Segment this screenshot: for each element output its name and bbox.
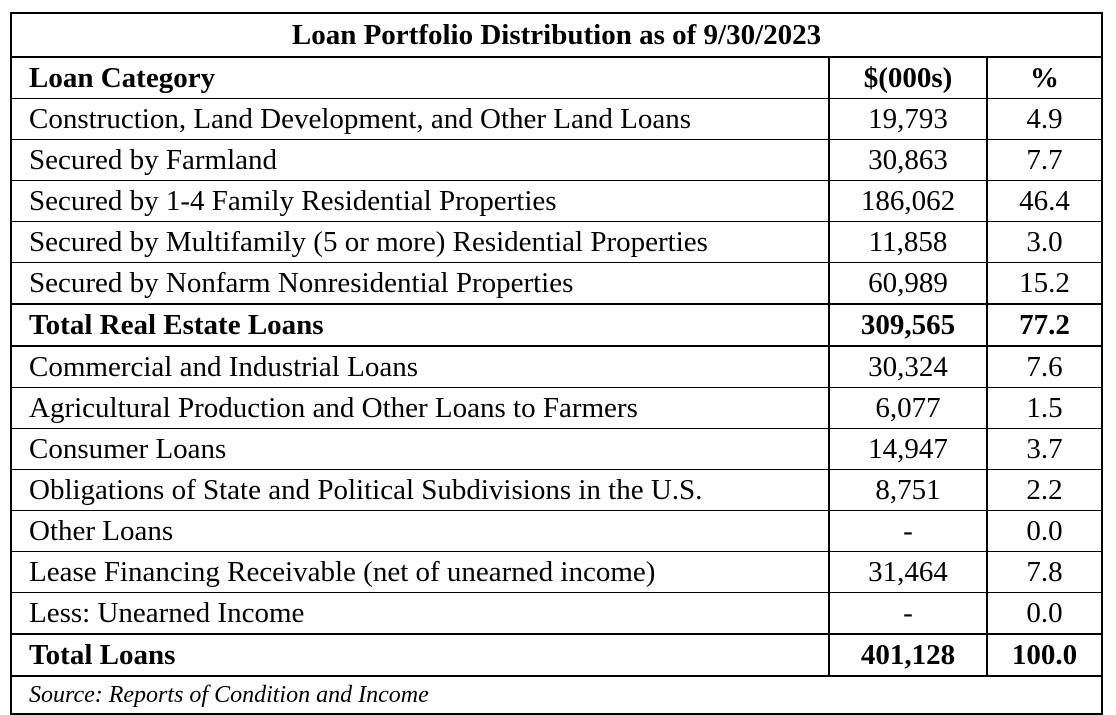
row-percent: 0.0 bbox=[986, 592, 1101, 634]
row-percent: 1.5 bbox=[986, 387, 1101, 429]
header-percent: % bbox=[986, 56, 1101, 99]
total-row: Total Loans 401,128 100.0 bbox=[12, 633, 1101, 676]
row-percent: 4.9 bbox=[986, 98, 1101, 140]
subtotal-row: Total Real Estate Loans 309,565 77.2 bbox=[12, 303, 1101, 347]
table-row: Secured by Farmland 30,863 7.7 bbox=[12, 139, 1101, 181]
row-percent: 7.6 bbox=[986, 345, 1101, 388]
table-row: Obligations of State and Political Subdi… bbox=[12, 469, 1101, 511]
loan-portfolio-table: Loan Portfolio Distribution as of 9/30/2… bbox=[12, 14, 1101, 713]
row-percent: 7.7 bbox=[986, 139, 1101, 181]
total-amount: 401,128 bbox=[828, 633, 987, 676]
subtotal-percent: 77.2 bbox=[986, 303, 1101, 347]
subtotal-amount: 309,565 bbox=[828, 303, 987, 347]
row-category: Secured by Multifamily (5 or more) Resid… bbox=[12, 221, 829, 263]
row-amount: 6,077 bbox=[828, 387, 987, 429]
table-row: Secured by 1-4 Family Residential Proper… bbox=[12, 180, 1101, 222]
table-title: Loan Portfolio Distribution as of 9/30/2… bbox=[291, 19, 822, 51]
row-amount: 8,751 bbox=[828, 469, 987, 511]
table-row: Lease Financing Receivable (net of unear… bbox=[12, 551, 1101, 593]
row-amount: 60,989 bbox=[828, 262, 987, 304]
row-amount: - bbox=[828, 592, 987, 634]
table-row: Secured by Nonfarm Nonresidential Proper… bbox=[12, 262, 1101, 304]
source-note: Source: Reports of Condition and Income bbox=[12, 675, 1101, 713]
row-amount: - bbox=[828, 510, 987, 552]
total-percent: 100.0 bbox=[986, 633, 1101, 676]
row-percent: 3.7 bbox=[986, 428, 1101, 470]
table-row: Agricultural Production and Other Loans … bbox=[12, 387, 1101, 429]
row-category: Secured by Nonfarm Nonresidential Proper… bbox=[12, 262, 829, 304]
table-row: Less: Unearned Income - 0.0 bbox=[12, 592, 1101, 634]
subtotal-category: Total Real Estate Loans bbox=[12, 303, 829, 347]
row-percent: 0.0 bbox=[986, 510, 1101, 552]
table-row: Construction, Land Development, and Othe… bbox=[12, 98, 1101, 140]
row-percent: 7.8 bbox=[986, 551, 1101, 593]
total-category: Total Loans bbox=[12, 633, 829, 676]
row-percent: 15.2 bbox=[986, 262, 1101, 304]
row-category: Secured by Farmland bbox=[12, 139, 829, 181]
row-category: Other Loans bbox=[12, 510, 829, 552]
row-amount: 30,863 bbox=[828, 139, 987, 181]
table-row: Consumer Loans 14,947 3.7 bbox=[12, 428, 1101, 470]
row-category: Agricultural Production and Other Loans … bbox=[12, 387, 829, 429]
header-amount: $(000s) bbox=[828, 56, 987, 99]
row-amount: 186,062 bbox=[828, 180, 987, 222]
row-amount: 19,793 bbox=[828, 98, 987, 140]
row-amount: 11,858 bbox=[828, 221, 987, 263]
row-amount: 30,324 bbox=[828, 345, 987, 388]
row-percent: 46.4 bbox=[986, 180, 1101, 222]
row-category: Less: Unearned Income bbox=[12, 592, 829, 634]
row-category: Construction, Land Development, and Othe… bbox=[12, 98, 829, 140]
table-row: Commercial and Industrial Loans 30,324 7… bbox=[12, 345, 1101, 388]
row-percent: 3.0 bbox=[986, 221, 1101, 263]
loan-portfolio-table-frame: Loan Portfolio Distribution as of 9/30/2… bbox=[10, 12, 1103, 715]
row-category: Consumer Loans bbox=[12, 428, 829, 470]
row-amount: 31,464 bbox=[828, 551, 987, 593]
row-amount: 14,947 bbox=[828, 428, 987, 470]
table-row: Secured by Multifamily (5 or more) Resid… bbox=[12, 221, 1101, 263]
row-category: Obligations of State and Political Subdi… bbox=[12, 469, 829, 511]
row-percent: 2.2 bbox=[986, 469, 1101, 511]
header-loan-category: Loan Category bbox=[12, 56, 829, 99]
row-category: Secured by 1-4 Family Residential Proper… bbox=[12, 180, 829, 222]
source-row: Source: Reports of Condition and Income bbox=[12, 675, 1101, 713]
table-row: Other Loans - 0.0 bbox=[12, 510, 1101, 552]
table-header-row: Loan Category $(000s) % bbox=[12, 56, 1101, 99]
row-category: Lease Financing Receivable (net of unear… bbox=[12, 551, 829, 593]
table-title-row: Loan Portfolio Distribution as of 9/30/2… bbox=[12, 14, 1101, 57]
row-category: Commercial and Industrial Loans bbox=[12, 345, 829, 388]
